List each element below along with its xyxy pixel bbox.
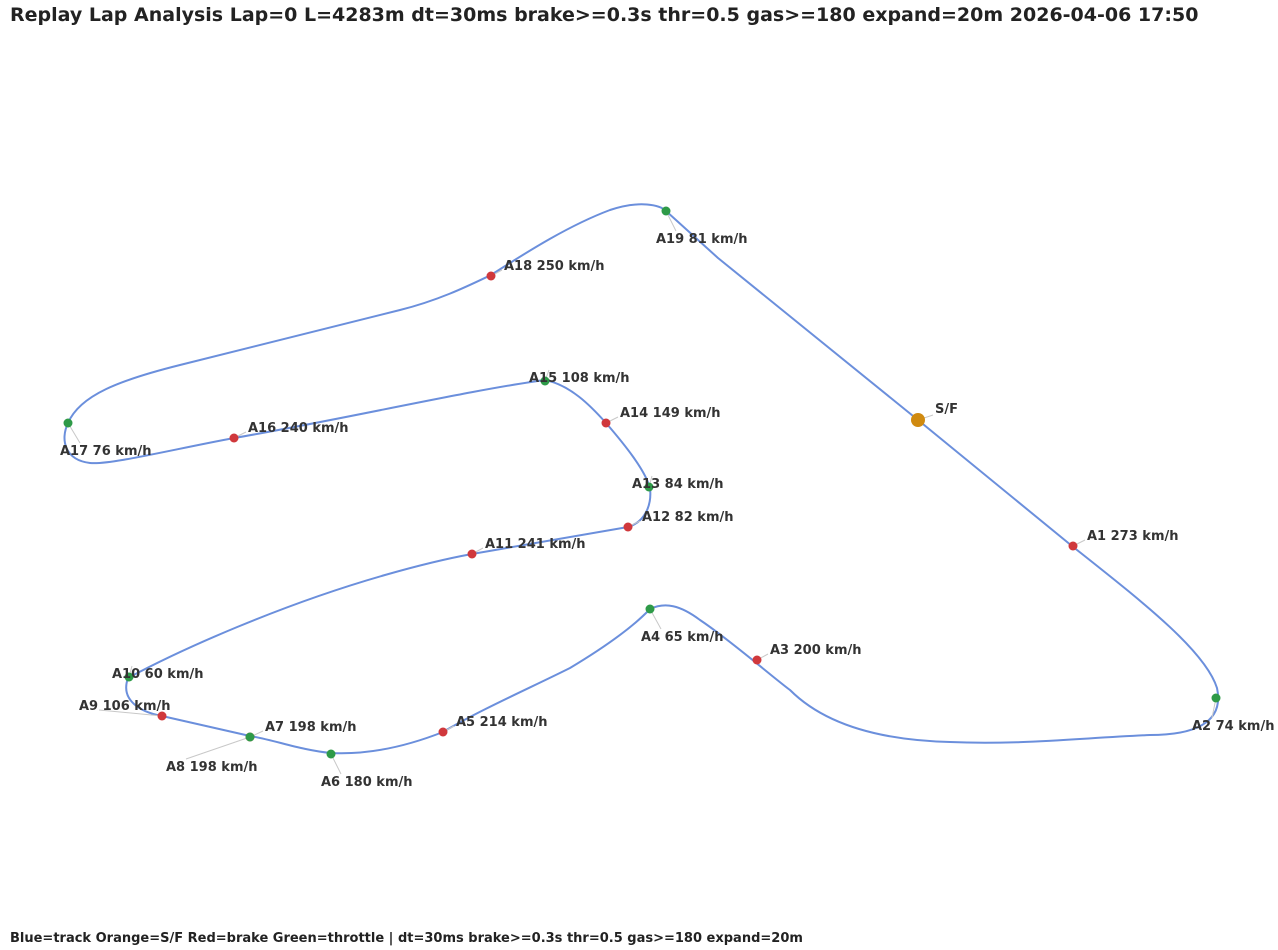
throttle-marker-a10: [124, 672, 134, 682]
page-title: Replay Lap Analysis Lap=0 L=4283m dt=30m…: [10, 4, 1199, 26]
marker-label-a8: A8 198 km/h: [166, 760, 258, 775]
marker-label-a5: A5 214 km/h: [456, 715, 548, 730]
brake-marker-a12: [623, 522, 633, 532]
marker-label-a6: A6 180 km/h: [321, 775, 413, 790]
marker-label-a3: A3 200 km/h: [770, 643, 862, 658]
brake-marker-a3: [752, 655, 762, 665]
marker-label-a16: A16 240 km/h: [248, 421, 349, 436]
track-line: [63, 203, 1220, 755]
brake-marker-a5: [438, 727, 448, 737]
start-finish-label: S/F: [935, 402, 958, 417]
brake-marker-a11: [467, 549, 477, 559]
marker-label-a17: A17 76 km/h: [60, 444, 152, 459]
marker-label-a7: A7 198 km/h: [265, 720, 357, 735]
marker-label-a11: A11 241 km/h: [485, 537, 586, 552]
brake-marker-a1: [1068, 541, 1078, 551]
throttle-marker-a6: [326, 749, 336, 759]
throttle-marker-a17: [63, 418, 73, 428]
throttle-marker-a15: [540, 376, 550, 386]
marker-label-a12: A12 82 km/h: [642, 510, 734, 525]
marker-leader-a9: [98, 709, 163, 717]
marker-label-a2: A2 74 km/h: [1192, 719, 1274, 734]
brake-marker-a14: [601, 418, 611, 428]
throttle-marker-a19: [661, 206, 671, 216]
brake-marker-a9: [157, 711, 167, 721]
brake-marker-a18: [486, 271, 496, 281]
throttle-marker-a2: [1211, 693, 1221, 703]
marker-label-a13: A13 84 km/h: [632, 477, 724, 492]
throttle-marker-a4: [645, 604, 655, 614]
marker-label-a9: A9 106 km/h: [79, 699, 171, 714]
marker-label-a15: A15 108 km/h: [529, 371, 630, 386]
marker-label-a1: A1 273 km/h: [1087, 529, 1179, 544]
marker-leader-a8: [185, 736, 251, 760]
start-finish-marker: [911, 413, 925, 427]
marker-label-a10: A10 60 km/h: [112, 667, 204, 682]
legend-footer: Blue=track Orange=S/F Red=brake Green=th…: [10, 931, 803, 946]
throttle-marker-a8: [245, 732, 255, 742]
marker-label-a14: A14 149 km/h: [620, 406, 721, 421]
marker-label-a19: A19 81 km/h: [656, 232, 748, 247]
throttle-marker-a13: [644, 482, 654, 492]
marker-label-a4: A4 65 km/h: [641, 630, 723, 645]
brake-marker-a16: [229, 433, 239, 443]
marker-label-a18: A18 250 km/h: [504, 259, 605, 274]
